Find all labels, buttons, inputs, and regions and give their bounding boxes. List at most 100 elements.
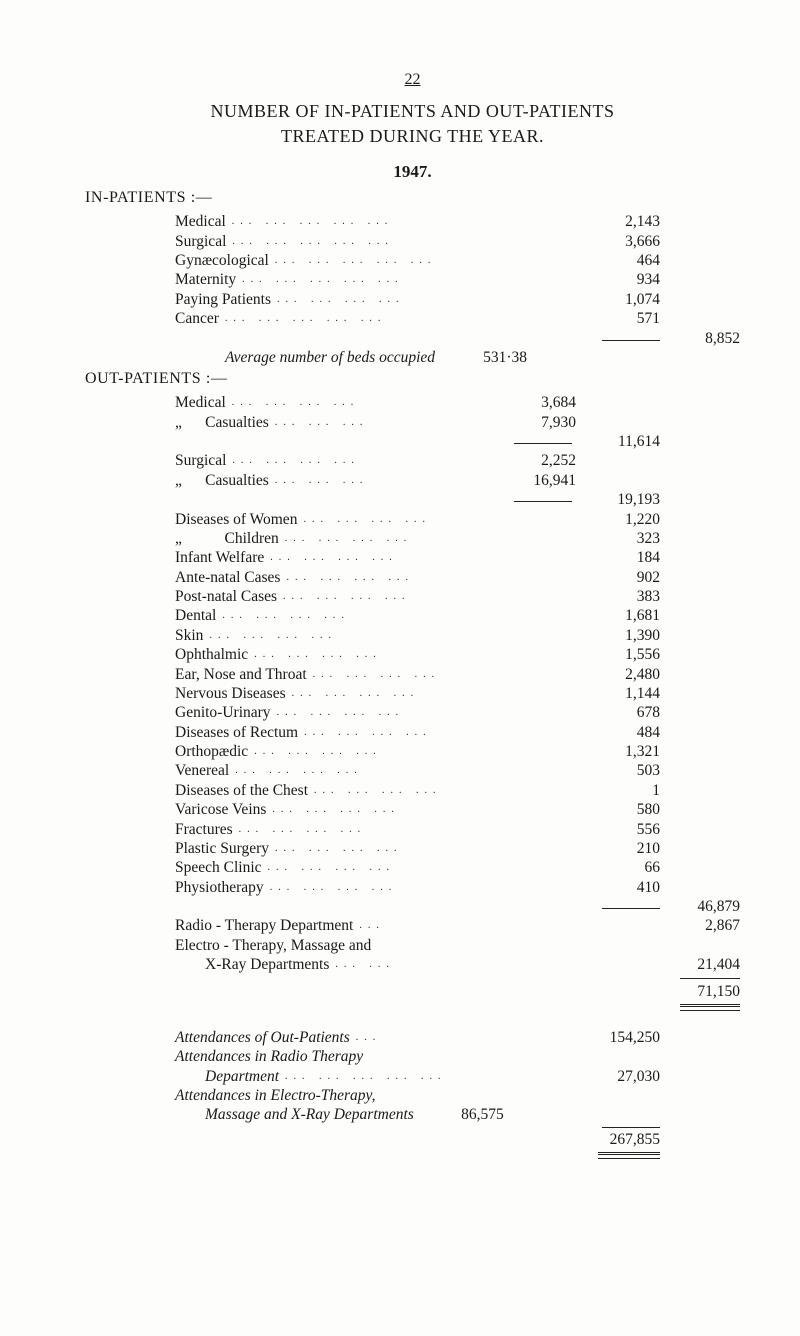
row-label: Physiotherapy	[175, 878, 264, 897]
attendances-total-row: 267,855	[85, 1130, 740, 1149]
table-row: Nervous Diseases... ... ... ...1,144	[85, 684, 740, 703]
grand-total-row: 71,150	[85, 982, 740, 1001]
table-row: X-Ray Departments ... ... 21,404	[85, 955, 740, 974]
table-row: Electro - Therapy, Massage and	[85, 936, 740, 955]
table-row: Maternity ... ... ... ... ... 934	[85, 270, 740, 289]
leader-dots: ... ... ... ...	[248, 746, 580, 759]
table-row: Attendances in Electro-Therapy,	[85, 1086, 740, 1105]
attendances-block: Attendances of Out-Patients ... 154,250 …	[85, 1028, 740, 1162]
table-row: Orthopædic... ... ... ...1,321	[85, 742, 740, 761]
row-value: 86,575	[424, 1105, 504, 1124]
row-label: Attendances in Electro-Therapy,	[175, 1086, 375, 1105]
row-label: Surgical	[175, 232, 226, 251]
row-label: Plastic Surgery	[175, 839, 269, 858]
row-label: Diseases of Women	[175, 510, 297, 529]
row-label: Diseases of Rectum	[175, 723, 298, 742]
leader-dots: ... ... ... ...	[298, 727, 580, 740]
row-value: 184	[580, 548, 660, 567]
row-value: 3,666	[580, 232, 660, 251]
rule-row: 11,614	[85, 432, 740, 451]
table-row: Varicose Veins... ... ... ...580	[85, 800, 740, 819]
attendances-total: 267,855	[580, 1130, 660, 1149]
row-value: 323	[580, 529, 660, 548]
row-value: 383	[580, 587, 660, 606]
leader-dots: ... ... ... ...	[233, 824, 580, 837]
row-label: Massage and X-Ray Departments	[205, 1105, 414, 1124]
table-row: Gynæcological ... ... ... ... ... 464	[85, 251, 740, 270]
leader-dots: ... ... ... ...	[262, 862, 580, 875]
leader-dots: ... ... ... ... ...	[269, 255, 580, 268]
row-value: 678	[580, 703, 660, 722]
table-row: Surgical ... ... ... ... ... 3,666	[85, 232, 740, 251]
row-value: 503	[580, 761, 660, 780]
row-label: Attendances of Out-Patients	[175, 1028, 350, 1047]
row-value: 2,867	[660, 916, 740, 935]
row-value: 2,252	[506, 451, 580, 470]
average-beds-row: Average number of beds occupied 531·38	[85, 348, 740, 367]
table-row: Ophthalmic... ... ... ...1,556	[85, 645, 740, 664]
row-value: 3,684	[506, 393, 580, 412]
row-value: 410	[580, 878, 660, 897]
diseases-list: Diseases of Women... ... ... ...1,220„ C…	[85, 510, 740, 898]
leader-dots: ... ... ... ...	[269, 843, 580, 856]
leader-dots: ... ... ... ...	[216, 610, 580, 623]
row-label: Ophthalmic	[175, 645, 248, 664]
title-line-2: TREATED DURING THE YEAR.	[85, 125, 740, 148]
table-row: Venereal... ... ... ...503	[85, 761, 740, 780]
row-value: 1,220	[580, 510, 660, 529]
rule-row: 19,193	[85, 490, 740, 509]
row-value: 464	[580, 251, 660, 270]
row-value: 934	[580, 270, 660, 289]
row-label: „ Casualties	[175, 471, 269, 490]
row-value: 484	[580, 723, 660, 742]
table-row: Genito-Urinary... ... ... ...678	[85, 703, 740, 722]
rule-row: 8,852	[85, 329, 740, 348]
leader-dots: ... ... ... ...	[271, 707, 580, 720]
leader-dots: ... ... ... ...	[264, 882, 580, 895]
leader-dots: ... ... ... ...	[277, 591, 580, 604]
row-label: Surgical	[175, 451, 226, 470]
rule-row	[85, 1149, 740, 1162]
row-label: Medical	[175, 212, 226, 231]
table-row: „ Casualties ... ... ... 7,930	[85, 413, 740, 432]
leader-dots: ... ... ... ...	[286, 688, 580, 701]
double-rule-icon	[598, 1152, 660, 1159]
leader-dots: ...	[353, 920, 580, 933]
rule-icon	[514, 443, 572, 444]
row-label: „ Children	[175, 529, 279, 548]
row-value: 21,404	[660, 955, 740, 974]
leader-dots: ... ... ... ...	[226, 397, 506, 410]
inpatients-total: 8,852	[660, 329, 740, 348]
diseases-total: 46,879	[660, 897, 740, 916]
row-label: Ante-natal Cases	[175, 568, 280, 587]
row-label: Medical	[175, 393, 226, 412]
leader-dots: ... ... ... ...	[203, 630, 580, 643]
table-row: Skin... ... ... ...1,390	[85, 626, 740, 645]
avg-beds-value: 531·38	[447, 348, 527, 367]
row-value: 571	[580, 309, 660, 328]
leader-dots: ... ... ... ... ...	[226, 216, 580, 229]
row-value: 1,556	[580, 645, 660, 664]
leader-dots: ... ... ... ... ...	[236, 274, 580, 287]
leader-dots: ... ... ... ...	[280, 572, 580, 585]
leader-dots: ... ... ... ...	[307, 669, 580, 682]
leader-dots: ... ... ... ... ...	[219, 313, 580, 326]
table-row: Department ... ... ... ... ... 27,030	[85, 1067, 740, 1086]
row-label: Radio - Therapy Department	[175, 916, 353, 935]
row-value: 27,030	[580, 1067, 660, 1086]
rule-icon	[602, 1127, 660, 1128]
inpatients-heading: IN-PATIENTS :—	[85, 188, 740, 208]
row-label: Venereal	[175, 761, 229, 780]
table-row: Diseases of Women... ... ... ...1,220	[85, 510, 740, 529]
row-value: 2,143	[580, 212, 660, 231]
row-label: Gynæcological	[175, 251, 269, 270]
table-row: Post-natal Cases... ... ... ...383	[85, 587, 740, 606]
row-value: 1,390	[580, 626, 660, 645]
leader-dots: ...	[350, 1032, 580, 1045]
table-row: Surgical ... ... ... ... 2,252	[85, 451, 740, 470]
inpatients-list: Medical ... ... ... ... ... 2,143 Surgic…	[85, 212, 740, 348]
row-label: Skin	[175, 626, 203, 645]
row-value: 1,681	[580, 606, 660, 625]
table-row: Attendances in Radio Therapy	[85, 1047, 740, 1066]
rule-icon	[602, 908, 660, 909]
